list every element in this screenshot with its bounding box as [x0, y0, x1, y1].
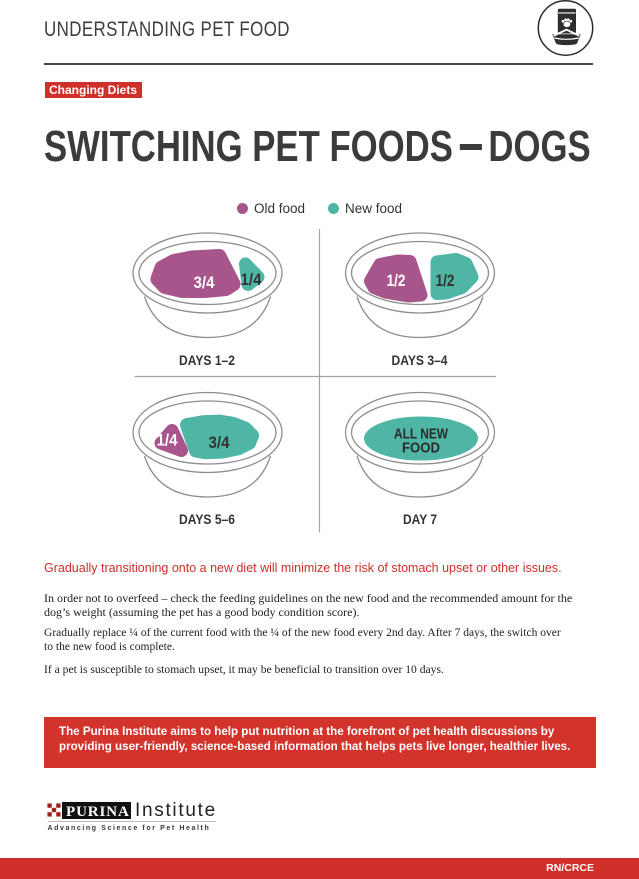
- svg-text:1/4: 1/4: [241, 270, 262, 289]
- svg-text:3/4: 3/4: [209, 433, 230, 452]
- svg-text:1/2: 1/2: [436, 271, 455, 290]
- svg-text:DAY 7: DAY 7: [403, 511, 437, 527]
- svg-text:1/2: 1/2: [387, 271, 406, 290]
- svg-text:3/4: 3/4: [194, 273, 215, 292]
- svg-text:FOOD: FOOD: [402, 440, 440, 457]
- svg-text:DAYS 5–6: DAYS 5–6: [179, 511, 235, 527]
- svg-text:1/4: 1/4: [157, 431, 178, 450]
- svg-text:DAYS 3–4: DAYS 3–4: [392, 352, 448, 368]
- svg-text:DAYS 1–2: DAYS 1–2: [179, 352, 235, 368]
- svg-text:ALL NEW: ALL NEW: [394, 426, 449, 443]
